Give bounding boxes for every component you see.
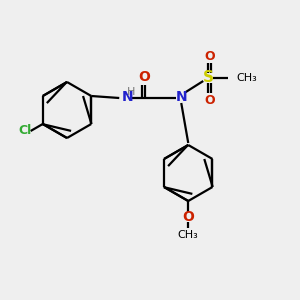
Text: O: O: [182, 210, 194, 224]
Text: O: O: [204, 94, 214, 106]
Text: O: O: [138, 70, 150, 84]
Text: Cl: Cl: [18, 124, 32, 136]
Text: N: N: [122, 90, 134, 104]
Text: N: N: [176, 90, 188, 104]
Text: S: S: [203, 70, 214, 86]
Text: CH₃: CH₃: [236, 73, 257, 83]
Text: CH₃: CH₃: [178, 230, 199, 240]
Text: H: H: [127, 87, 135, 97]
Text: O: O: [204, 50, 214, 62]
